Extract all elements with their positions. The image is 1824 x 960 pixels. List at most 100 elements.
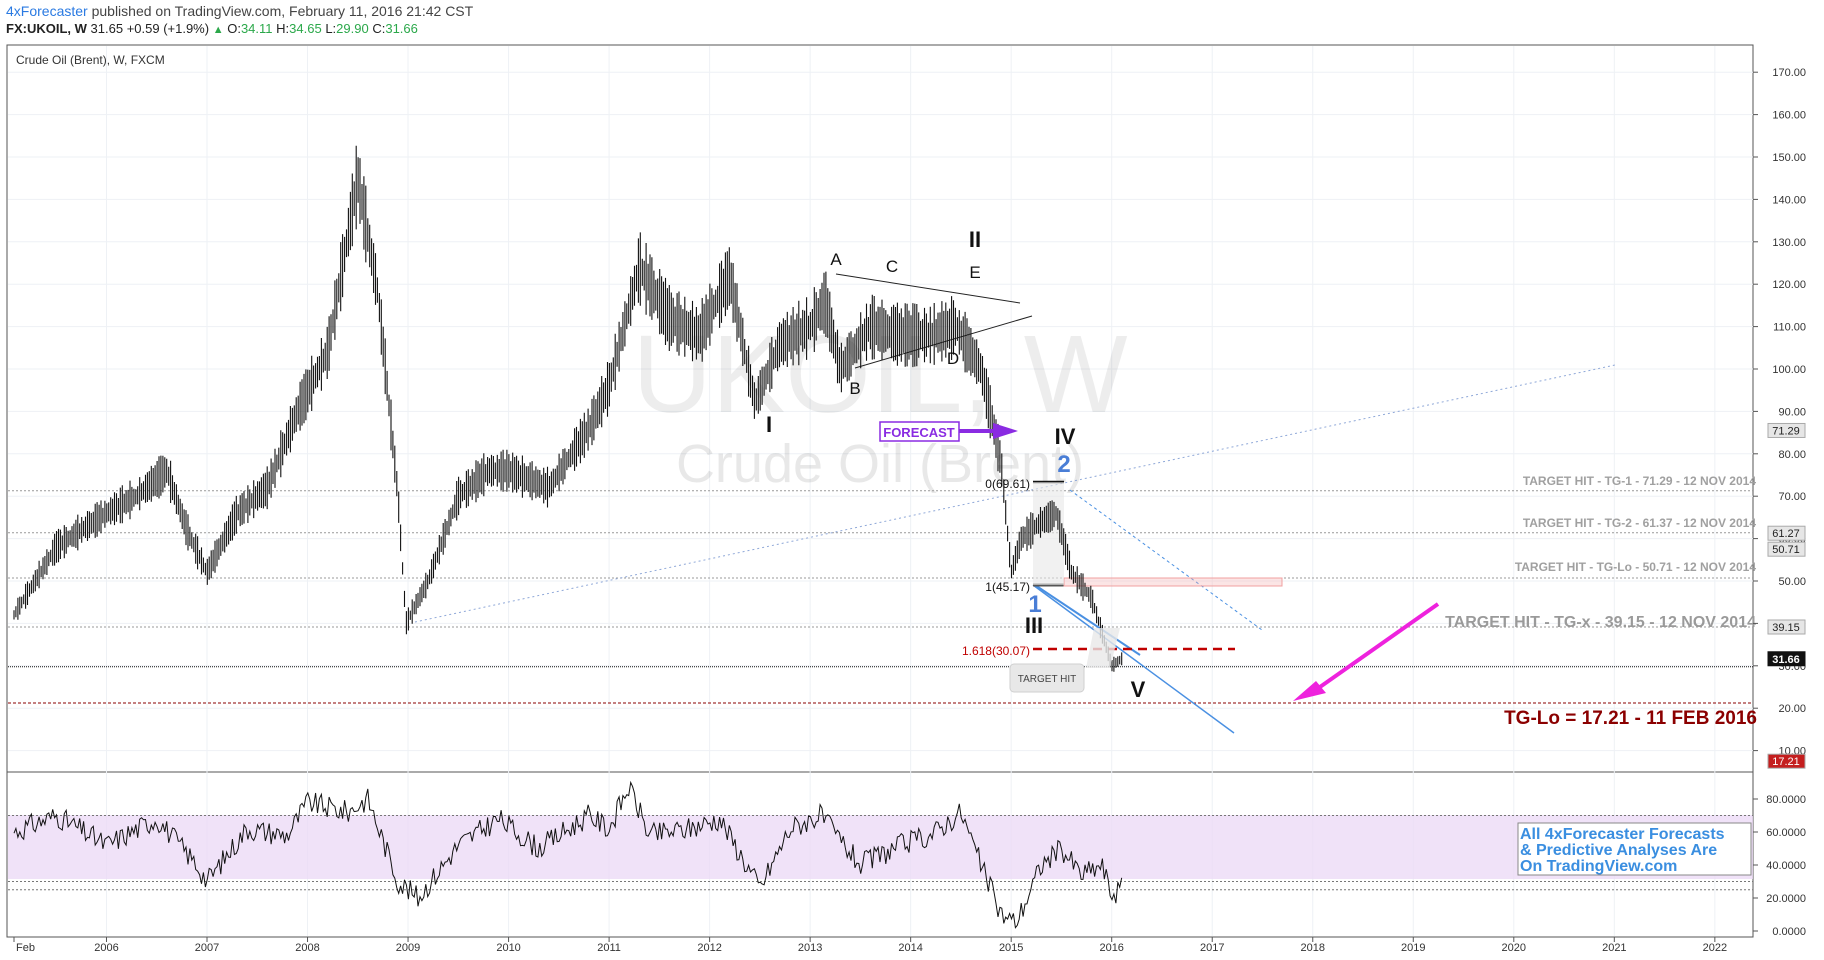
time-tick-label: 2016	[1099, 942, 1123, 954]
target-label: TARGET HIT - TG-x - 39.15 - 12 NOV 2014	[1445, 614, 1756, 631]
wave-label-C: C	[886, 257, 898, 276]
time-tick-label: Feb	[16, 942, 35, 954]
channel-upper-line	[1069, 489, 1263, 631]
last-price: 31.65	[90, 21, 124, 36]
price-tag-label: 61.27	[1772, 528, 1800, 540]
price-tag	[1767, 525, 1806, 541]
price-tag-label: 50.71	[1772, 544, 1800, 556]
pink-zone	[1063, 577, 1283, 587]
tg-lo-callout: TG-Lo = 17.21 - 11 FEB 2016	[1293, 602, 1757, 729]
rsi-tick-label: 40.0000	[1766, 860, 1806, 872]
time-tick-label: 2015	[999, 942, 1023, 954]
time-tick-label: 2020	[1502, 942, 1526, 954]
fib-1618-label: 1.618(30.07)	[962, 644, 1030, 658]
ohlc-h-label: H:	[276, 21, 290, 36]
price-tick-label: 150.00	[1772, 152, 1806, 164]
price-tag	[1767, 753, 1806, 769]
symbol-name: FX:UKOIL, W	[6, 21, 87, 36]
time-tick-label: 2022	[1703, 942, 1727, 954]
promo-line-3: On TradingView.com	[1520, 858, 1677, 875]
time-axis: Feb 2006 2007 2008 2009 2010 2011 2012 2013 2014 2…	[13, 937, 1727, 954]
price-tag	[1767, 422, 1806, 438]
price-tick-label: 70.00	[1778, 491, 1806, 503]
wave-label-I: I	[766, 412, 772, 437]
price-tag-label: 17.21	[1772, 756, 1800, 768]
watermark-name: Crude Oil (Brent)	[676, 434, 1084, 494]
target-levels	[8, 490, 1753, 704]
rsi-tick-label: 0.0000	[1772, 926, 1806, 938]
wave-label-B: B	[849, 379, 860, 398]
time-tick-label: 2012	[697, 942, 721, 954]
triangle-upper-line	[835, 273, 1021, 304]
time-tick-label: 2017	[1200, 942, 1224, 954]
wave-label-III: III	[1025, 613, 1043, 638]
time-tick-label: 2018	[1301, 942, 1325, 954]
price-tick-label: 20.00	[1778, 703, 1806, 715]
ohlc-l-label: L:	[325, 21, 337, 36]
time-tick-label: 2021	[1602, 942, 1626, 954]
rsi-tick-label: 60.0000	[1766, 827, 1806, 839]
target-label: TARGET HIT - TG-Lo - 50.71 - 12 NOV 2014	[1515, 560, 1756, 574]
time-tick-label: 2007	[195, 942, 219, 954]
price-series	[13, 145, 1123, 672]
price-change: +0.59 (+1.9%)	[126, 21, 210, 36]
wave-labels: I II III IV V A B C D E 1 2	[766, 227, 1146, 702]
wave-label-2: 2	[1057, 451, 1070, 478]
price-tick-label: 110.00	[1773, 322, 1806, 334]
time-tick-label: 2011	[597, 942, 621, 954]
ohlc-l: 29.90	[336, 21, 369, 36]
forecast-arrow-icon	[993, 423, 1018, 439]
wave1-to-target-line	[1034, 584, 1141, 656]
fib-labels: 0(69.61) 1(45.17) 1.618(30.07)	[962, 477, 1030, 658]
fib-0-label: 0(69.61)	[985, 477, 1030, 491]
wave-label-D: D	[947, 349, 959, 368]
forecast-callout: FORECAST	[879, 421, 1018, 442]
wave-label-E: E	[969, 263, 980, 282]
ohlc-o-label: O:	[227, 21, 241, 36]
time-tick-label: 2014	[898, 942, 922, 954]
target-hit-callout: TARGET HIT	[1009, 628, 1120, 693]
rsi-axis: 80.0000 60.0000 40.0000 20.0000 0.0000	[1753, 794, 1806, 938]
price-tick-label: 50.00	[1778, 576, 1806, 588]
price-bars	[13, 145, 1123, 672]
time-tick-label: 2019	[1401, 942, 1425, 954]
target-labels: TARGET HIT - TG-1 - 71.29 - 12 NOV 2014 T…	[1445, 474, 1756, 631]
price-tag-label: 39.15	[1772, 622, 1800, 634]
rsi-line	[13, 780, 1123, 929]
promo-line-2: & Predictive Analyses Are	[1520, 842, 1717, 859]
time-tick-label: 2009	[396, 942, 420, 954]
rsi-series	[8, 780, 1753, 929]
price-tick-label: 130.00	[1772, 237, 1806, 249]
target-hit-box-label: TARGET HIT	[1018, 674, 1077, 685]
time-tick-label: 2006	[94, 942, 118, 954]
price-tick-label: 90.00	[1778, 406, 1806, 418]
price-tick-label: 140.00	[1772, 194, 1806, 206]
price-tag-label: 31.66	[1772, 654, 1800, 666]
tg-lo-label: TG-Lo = 17.21 - 11 FEB 2016	[1504, 708, 1757, 729]
price-tick-label: 120.00	[1772, 279, 1806, 291]
symbol-header: FX:UKOIL, W 31.65 +0.59 (+1.9%) ▲ O:34.1…	[6, 21, 418, 36]
wave-label-IV: IV	[1055, 424, 1076, 449]
price-tick-label: 80.00	[1778, 449, 1806, 461]
up-arrow-icon: ▲	[212, 24, 224, 36]
promo-box[interactable]: All 4xForecaster Forecasts & Predictive …	[1517, 822, 1752, 876]
wave-label-1: 1	[1028, 591, 1041, 618]
wave-label-V: V	[1131, 677, 1146, 702]
rsi-tick-label: 80.0000	[1766, 794, 1806, 806]
price-tick-label: 100.00	[1772, 364, 1806, 376]
pink-arrow-icon	[1293, 681, 1326, 701]
ohlc-c-label: C:	[372, 21, 386, 36]
fib-1-label: 1(45.17)	[985, 580, 1030, 594]
price-tag-label: 71.29	[1772, 425, 1800, 437]
wave-drawings	[414, 273, 1616, 734]
target-label: TARGET HIT - TG-2 - 61.37 - 12 NOV 2014	[1523, 516, 1757, 530]
target-label: TARGET HIT - TG-1 - 71.29 - 12 NOV 2014	[1523, 474, 1757, 488]
price-tag	[1767, 651, 1806, 667]
forecast-label: FORECAST	[883, 425, 955, 440]
rsi-band	[8, 815, 1753, 879]
publish-header: 4xForecaster published on TradingView.co…	[6, 3, 473, 19]
publisher-link[interactable]: 4xForecaster	[6, 3, 88, 19]
price-tags: 71.29 61.27 50.71 39.15 31.66 17.21	[1767, 422, 1806, 769]
chart-title: Crude Oil (Brent), W, FXCM	[16, 53, 165, 67]
